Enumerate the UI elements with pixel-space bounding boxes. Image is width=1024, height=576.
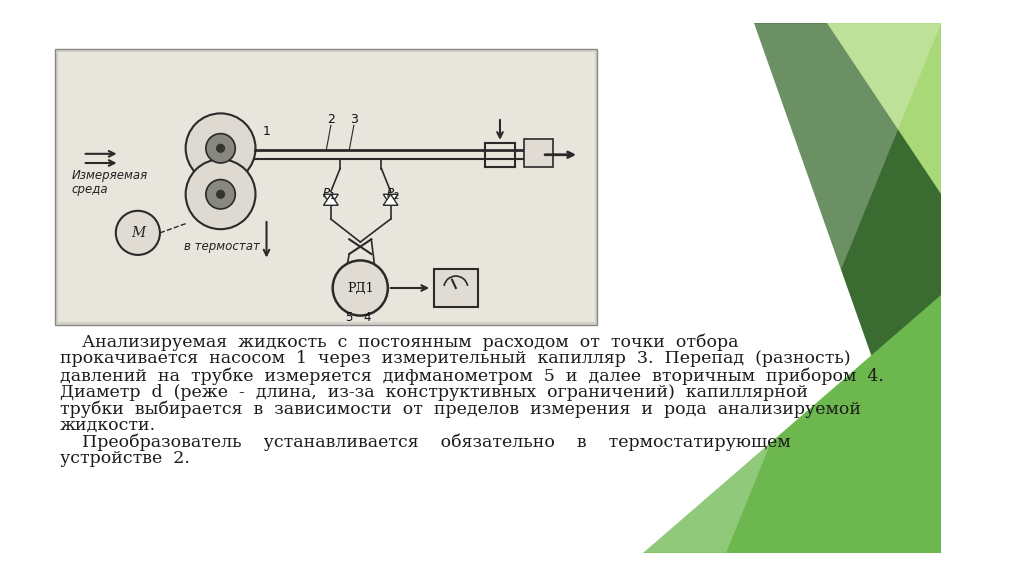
Text: жидкости.: жидкости.: [59, 416, 156, 434]
Text: 4: 4: [364, 311, 372, 324]
Polygon shape: [643, 295, 941, 553]
Text: Анализируемая  жидкость  с  постоянным  расходом  от  точки  отбора: Анализируемая жидкость с постоянным расх…: [59, 334, 738, 351]
Text: Диаметр  d  (реже  -  длина,  из-за  конструктивных  ограничений)  капиллярной: Диаметр d (реже - длина, из-за конструкт…: [59, 384, 808, 400]
Bar: [524, 139, 553, 166]
Text: 2: 2: [327, 112, 335, 126]
Circle shape: [216, 190, 225, 199]
Circle shape: [206, 134, 236, 163]
Circle shape: [185, 160, 256, 229]
Text: 1: 1: [262, 124, 270, 138]
Bar: [434, 268, 478, 308]
Text: трубки  выбирается  в  зависимости  от  пределов  измерения  и  рода  анализируе: трубки выбирается в зависимости от преде…: [59, 400, 861, 418]
Circle shape: [185, 113, 256, 183]
Text: 5: 5: [345, 311, 353, 324]
Polygon shape: [383, 194, 398, 205]
Text: среда: среда: [72, 183, 109, 196]
Text: $P_2$: $P_2$: [386, 187, 399, 202]
Polygon shape: [827, 23, 941, 194]
Text: 3: 3: [350, 112, 357, 126]
Text: РД1: РД1: [347, 282, 374, 294]
Polygon shape: [324, 194, 338, 205]
Text: Измеряемая: Измеряемая: [72, 169, 147, 183]
Bar: [58, 52, 595, 322]
Polygon shape: [383, 194, 398, 205]
Text: в термостат: в термостат: [184, 240, 260, 253]
Circle shape: [116, 211, 160, 255]
Text: давлений  на  трубке  измеряется  дифманометром  5  и  далее  вторичным  приборо: давлений на трубке измеряется дифманомет…: [59, 367, 884, 385]
Bar: [55, 49, 597, 325]
Circle shape: [333, 260, 388, 316]
Polygon shape: [754, 23, 941, 553]
Text: $P_1$: $P_1$: [322, 187, 336, 202]
Text: устройстве  2.: устройстве 2.: [59, 450, 189, 467]
Text: М: М: [131, 226, 145, 240]
Circle shape: [206, 180, 236, 209]
Text: прокачивается  насосом  1  через  измерительный  капилляр  3.  Перепад  (разност: прокачивается насосом 1 через измеритель…: [59, 350, 850, 367]
Polygon shape: [324, 194, 338, 205]
Text: Преобразователь    устанавливается    обязательно    в    термостатирующем: Преобразователь устанавливается обязател…: [59, 433, 791, 450]
Polygon shape: [597, 23, 941, 553]
Circle shape: [216, 143, 225, 153]
